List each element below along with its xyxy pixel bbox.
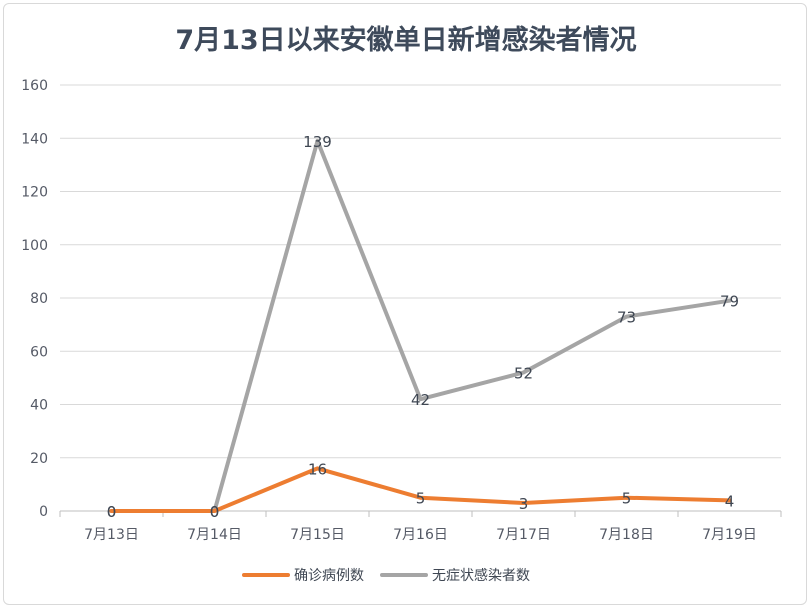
chart-title: 7月13日以来安徽单日新增感染者情况	[175, 25, 637, 56]
data-label: 16	[308, 460, 327, 478]
series-lines	[109, 138, 732, 513]
data-label: 139	[303, 133, 332, 151]
legend-label: 无症状感染者数	[432, 567, 530, 584]
data-label: 0	[107, 503, 117, 521]
x-tick-label: 7月17日	[496, 527, 551, 543]
y-tick-label: 120	[21, 185, 48, 201]
data-label: 5	[622, 490, 632, 508]
data-label: 4	[725, 492, 735, 510]
x-tick-label: 7月13日	[84, 527, 139, 543]
legend: 确诊病例数 无症状感染者数	[242, 567, 530, 584]
y-tick-label: 20	[30, 451, 48, 467]
series-line	[109, 466, 732, 513]
chart-frame	[3, 3, 807, 605]
x-tick-label: 7月19日	[702, 527, 757, 543]
x-tick-label: 7月18日	[599, 527, 654, 543]
data-label: 0	[210, 503, 220, 521]
y-tick-label: 160	[21, 78, 48, 94]
y-tick-label: 40	[30, 398, 48, 414]
grid-lines	[60, 84, 781, 512]
data-label: 52	[514, 365, 533, 383]
data-label: 5	[416, 490, 426, 508]
x-axis: 7月13日 7月14日 7月15日 7月16日 7月17日 7月18日 7月19日	[59, 510, 782, 543]
y-tick-label: 100	[21, 238, 48, 254]
x-tick-label: 7月15日	[290, 527, 345, 543]
y-tick-label: 60	[30, 344, 48, 360]
series-line	[109, 138, 732, 513]
data-label: 0	[107, 503, 117, 521]
x-tick-label: 7月16日	[393, 527, 448, 543]
y-tick-label: 140	[21, 131, 48, 147]
y-tick-label: 80	[30, 291, 48, 307]
data-label: 73	[617, 309, 636, 327]
data-label: 3	[519, 495, 529, 513]
data-label: 0	[210, 503, 220, 521]
data-label: 42	[411, 391, 430, 409]
x-tick-label: 7月14日	[187, 527, 242, 543]
y-axis: 0 20 40 60 80 100 120 140 160	[21, 78, 48, 520]
y-tick-label: 0	[39, 504, 48, 520]
legend-label: 确诊病例数	[294, 568, 364, 584]
data-label: 79	[720, 293, 739, 311]
